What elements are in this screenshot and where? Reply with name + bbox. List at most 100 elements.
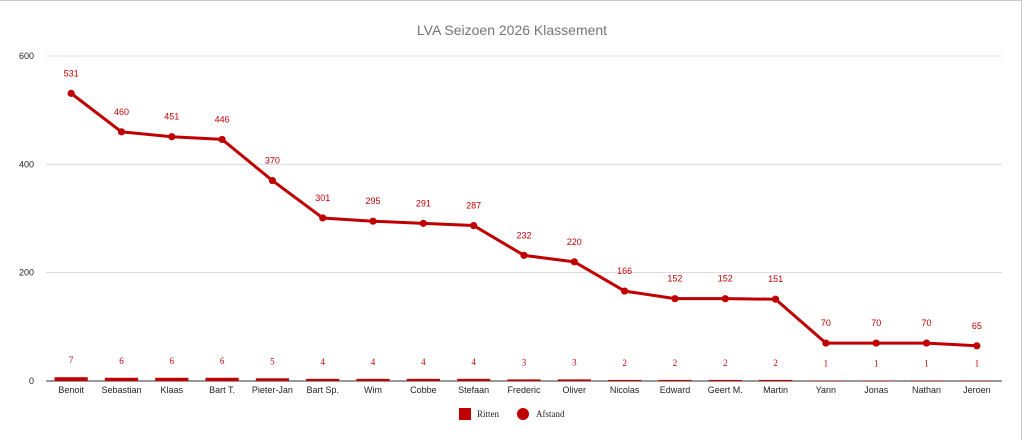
point-afstand	[621, 287, 629, 295]
bar-ritten-label: 7	[69, 355, 74, 365]
afstand-series	[67, 89, 981, 350]
x-tick-label: Nicolas	[610, 385, 640, 395]
point-afstand-label: 70	[871, 318, 881, 328]
point-afstand	[369, 217, 377, 225]
bar-ritten-label: 6	[119, 356, 124, 366]
x-tick-label: Stefaan	[458, 385, 489, 395]
point-afstand	[822, 339, 830, 347]
point-afstand-label: 70	[922, 318, 932, 328]
bar-ritten-label: 2	[673, 358, 678, 368]
point-afstand-label: 152	[667, 274, 682, 284]
y-tick-label: 0	[29, 376, 34, 386]
point-afstand-label: 152	[718, 274, 733, 284]
point-afstand-label: 232	[516, 230, 531, 240]
bar-ritten-label: 2	[773, 358, 778, 368]
bar-ritten	[708, 379, 742, 381]
bar-ritten-label: 3	[572, 357, 577, 367]
bar-ritten-label: 4	[320, 357, 325, 367]
legend-ritten-label: Ritten	[477, 409, 499, 419]
bar-ritten	[205, 377, 239, 381]
x-tick-label: Pieter-Jan	[252, 385, 293, 395]
point-afstand-label: 460	[114, 107, 129, 117]
point-afstand-label: 301	[315, 193, 330, 203]
point-afstand-label: 166	[617, 266, 632, 276]
point-afstand-label: 151	[768, 274, 783, 284]
bar-ritten-label: 2	[622, 358, 627, 368]
point-afstand-label: 70	[821, 318, 831, 328]
x-tick-label: Edward	[660, 385, 691, 395]
point-afstand	[117, 128, 126, 136]
bar-ritten	[859, 380, 893, 381]
x-tick-label: Benoit	[58, 385, 84, 395]
point-afstand-label: 65	[972, 321, 982, 331]
point-afstand-label: 446	[215, 114, 230, 124]
bar-ritten	[104, 377, 139, 381]
bar-ritten	[54, 377, 88, 381]
x-tick-label: Nathan	[912, 385, 941, 395]
y-tick-label: 400	[19, 159, 34, 169]
point-afstand	[922, 339, 931, 347]
point-afstand-label: 291	[416, 198, 431, 208]
point-afstand-label: 531	[64, 68, 79, 78]
bar-ritten-label: 4	[471, 357, 476, 367]
point-afstand-label: 287	[466, 201, 481, 211]
bar-ritten	[809, 380, 843, 381]
line-afstand	[70, 92, 977, 348]
legend-ritten-swatch	[459, 408, 471, 420]
point-afstand	[570, 258, 578, 266]
x-tick-label: Oliver	[563, 385, 587, 395]
point-afstand-label: 220	[567, 237, 582, 247]
bar-ritten	[658, 379, 692, 381]
point-afstand	[168, 133, 176, 141]
bar-ritten-label: 1	[874, 358, 879, 368]
point-afstand	[520, 251, 528, 259]
point-afstand	[218, 135, 226, 144]
x-tick-label: Bart Sp.	[306, 385, 339, 395]
point-afstand	[872, 339, 880, 347]
bar-ritten-label: 1	[924, 358, 929, 368]
x-tick-label: Cobbe	[410, 385, 437, 395]
afstand-data-labels: 531 460 451 446 370 301 295 291 287 232 220 166 152 1…	[64, 68, 982, 330]
x-tick-label: Yann	[816, 385, 836, 395]
bar-ritten-label: 5	[270, 356, 275, 366]
point-afstand	[67, 89, 75, 97]
point-afstand	[419, 219, 427, 227]
x-axis-ticks: Benoit Sebastian Klaas Bart T. Pieter-Jan Bar…	[58, 385, 990, 395]
bar-ritten-label: 4	[421, 357, 426, 367]
x-tick-label: Klaas	[161, 385, 184, 395]
ritten-bars	[54, 377, 994, 381]
ritten-data-labels: 7 6 6 6 5 4 4 4 4 3 3 2 2 2 2 1 1 1 1	[69, 355, 979, 368]
bar-ritten-label: 6	[170, 356, 175, 366]
point-afstand	[721, 295, 729, 303]
point-afstand	[771, 295, 780, 303]
y-axis-ticks: 0 200 400 600	[19, 51, 34, 386]
point-afstand-label: 295	[366, 196, 381, 206]
x-tick-label: Sebastian	[101, 385, 141, 395]
point-afstand-label: 370	[265, 156, 280, 166]
chart-title: LVA Seizoen 2026 Klassement	[417, 22, 607, 38]
point-afstand	[268, 176, 277, 185]
x-tick-label: Wim	[364, 385, 382, 395]
bar-ritten	[155, 377, 189, 381]
y-tick-label: 600	[19, 51, 34, 61]
gridlines	[46, 55, 1002, 382]
x-tick-label: Jonas	[864, 385, 889, 395]
bar-ritten	[306, 378, 340, 381]
bar-ritten	[557, 379, 591, 381]
point-afstand	[671, 295, 679, 303]
x-tick-label: Bart T.	[209, 385, 235, 395]
point-afstand	[470, 221, 478, 230]
bar-ritten-label: 1	[824, 358, 829, 368]
bar-ritten-label: 4	[371, 357, 376, 367]
bar-ritten	[960, 380, 994, 381]
bar-ritten-label: 3	[522, 357, 527, 367]
x-tick-label: Jeroen	[963, 385, 991, 395]
x-tick-label: Martin	[763, 385, 788, 395]
bar-ritten	[608, 379, 642, 381]
y-tick-label: 200	[19, 268, 34, 278]
point-afstand	[319, 214, 327, 222]
bar-ritten-label: 2	[723, 358, 728, 368]
legend: Ritten Afstand	[459, 408, 565, 420]
